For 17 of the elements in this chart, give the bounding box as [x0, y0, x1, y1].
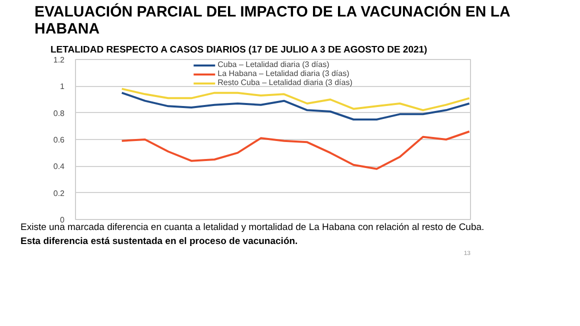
y-tick-label: 0.8 — [53, 108, 66, 118]
legend-label: Cuba – Letalidad diaria (3 días) — [218, 60, 330, 69]
chart-title: EVALUACIÓN PARCIAL DEL IMPACTO DE LA VACUNACIÓN EN LA HABANA — [34, 2, 511, 38]
y-tick-label: 0.4 — [53, 162, 66, 172]
line-series — [120, 88, 470, 112]
text: Existe una marcada diferencia en cuanta a letalidad y mortalidad de La Habana con relación al resto de Cuba. — [20, 222, 484, 233]
y-tick-label: 1.2 — [53, 56, 66, 64]
y-tick-label: 0 — [60, 216, 66, 224]
y-tick-label: 0.6 — [53, 136, 66, 144]
chart-subtitle: LETALIDAD RESPECTO A CASOS DIARIOS (17 DE JULIO A 3 DE AGOSTO DE 2021) — [50, 44, 428, 56]
text: Esta diferencia está sustentada en el proceso de vacunación. — [20, 236, 298, 247]
y-tick-label: 1 — [60, 82, 66, 92]
y-tick-label: 0.2 — [53, 188, 66, 198]
line-series — [120, 130, 470, 170]
legend-label: Resto Cuba – Letalidad diaria (3 días) — [218, 78, 352, 87]
legend-label: La Habana – Letalidad diaria (3 días) — [218, 69, 350, 78]
line-series — [120, 92, 470, 120]
